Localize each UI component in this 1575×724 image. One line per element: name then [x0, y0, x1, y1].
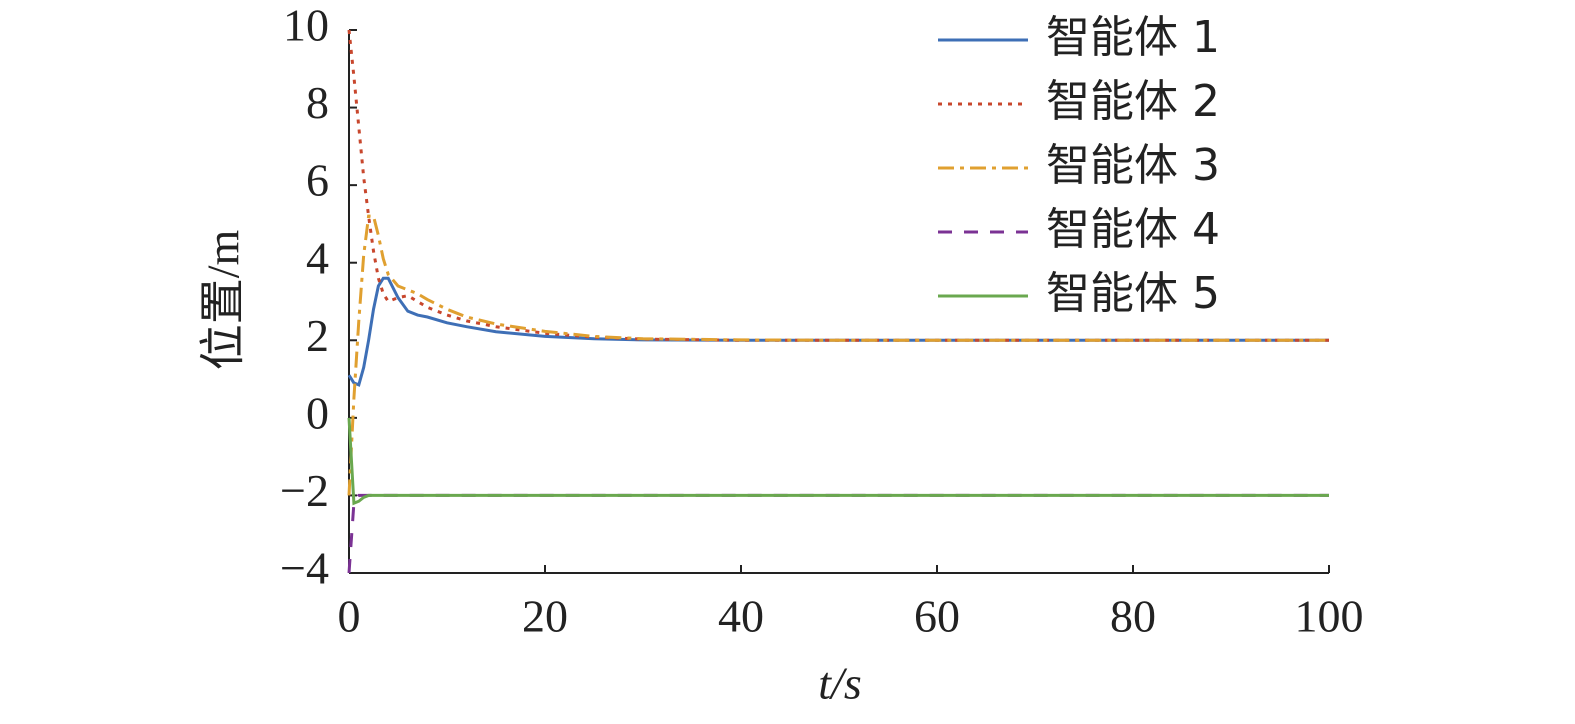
series-line [347, 493, 1329, 574]
legend-label: 智能体 3 [1046, 140, 1220, 191]
y-tick-label: 10 [283, 0, 329, 51]
x-tick-label: 40 [718, 591, 764, 642]
series-line [347, 214, 1329, 496]
y-tick-label: 8 [306, 77, 329, 128]
legend-label: 智能体 1 [1046, 12, 1220, 63]
legend-label: 智能体 5 [1046, 268, 1220, 319]
x-axis-label: t/s [818, 658, 861, 709]
series-line [347, 417, 1329, 506]
legend-label: 智能体 4 [1046, 204, 1220, 255]
x-tick-label: 100 [1295, 591, 1364, 642]
y-tick-label: 6 [306, 155, 329, 206]
x-tick-label: 0 [338, 591, 361, 642]
series-line [347, 29, 1329, 342]
legend-label: 智能体 2 [1046, 76, 1220, 127]
y-tick-label: −2 [280, 465, 329, 516]
x-tick-label: 60 [914, 591, 960, 642]
y-tick-label: 4 [306, 232, 329, 283]
x-tick-label: 80 [1110, 591, 1156, 642]
y-tick-label: 2 [306, 310, 329, 361]
series-line [347, 276, 1329, 387]
x-tick-label: 20 [522, 591, 568, 642]
y-tick-label: 0 [306, 387, 329, 438]
y-axis-label: 位置/m [198, 230, 249, 371]
y-tick-label: −4 [280, 543, 329, 594]
